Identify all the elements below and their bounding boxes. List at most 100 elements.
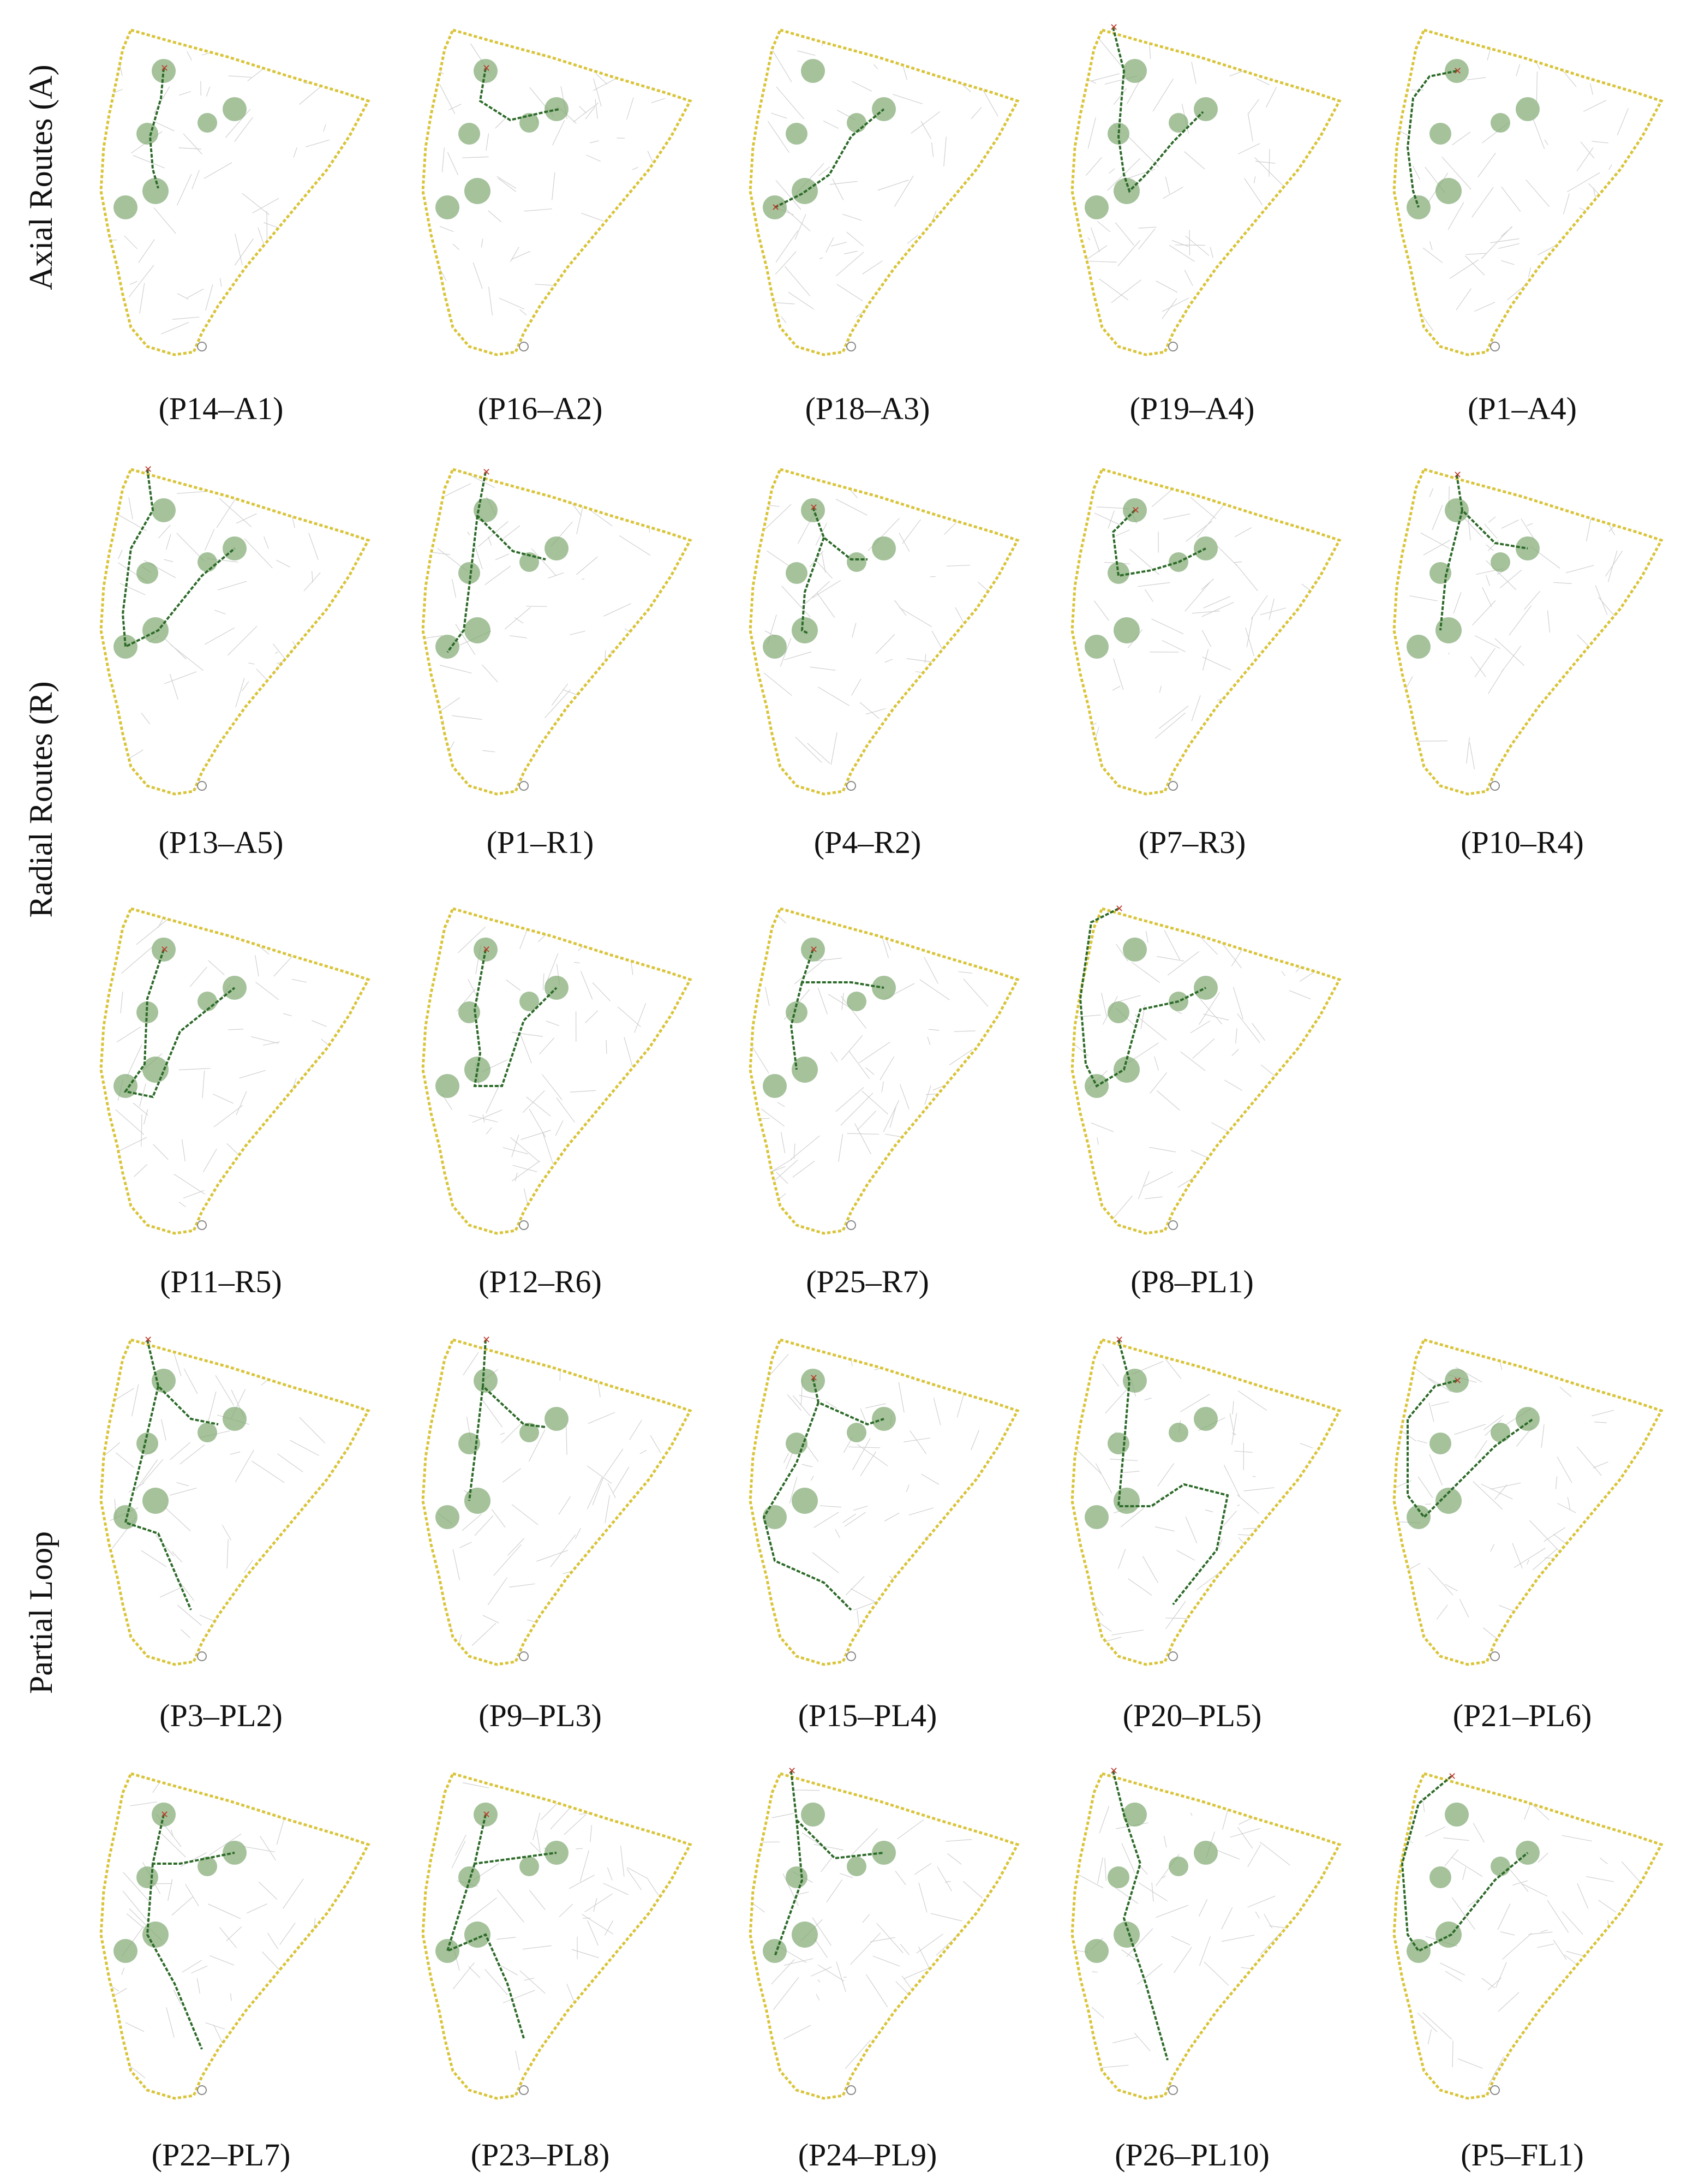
hotspot-circle <box>763 1074 787 1098</box>
district-boundary <box>749 1338 1020 1666</box>
north-arrow-icon <box>846 342 856 351</box>
street-network <box>101 480 333 778</box>
hotspot-circle <box>458 123 480 145</box>
hotspot-circle <box>519 1423 539 1442</box>
north-arrow-icon <box>1168 1220 1178 1230</box>
panel-caption: (P21–PL6) <box>1452 1698 1592 1733</box>
panel-caption: (P16–A2) <box>477 391 603 426</box>
hotspot-circle <box>786 1433 807 1454</box>
district-boundary <box>99 28 370 356</box>
hotspot-circle <box>142 1922 169 1948</box>
district-boundary <box>99 1771 370 2100</box>
route-start-marker: ✕ <box>160 1809 169 1821</box>
walking-route <box>123 949 236 1099</box>
hotspot-circle <box>792 1057 818 1083</box>
street-network <box>1394 1340 1638 1655</box>
hotspot-circle <box>1114 617 1140 643</box>
hotspot-circle <box>223 1407 247 1431</box>
street-network <box>423 473 669 763</box>
panel-caption: (P3–PL2) <box>159 1698 283 1733</box>
walking-route <box>1407 1380 1534 1519</box>
north-arrow-icon <box>1490 2085 1500 2095</box>
hotspot-circle <box>1429 1866 1451 1888</box>
hotspot-circle <box>435 1939 459 1963</box>
hotspot-circle <box>786 1001 807 1023</box>
district-map: ✕ <box>749 28 1020 356</box>
walking-route <box>446 472 546 653</box>
walking-route <box>1117 1339 1229 1606</box>
route-start-marker: ✕ <box>1453 469 1462 481</box>
hotspot-circle <box>1114 1488 1140 1514</box>
district-map: ✕ <box>1070 1334 1342 1666</box>
hotspot-circle <box>1108 1433 1129 1454</box>
district-boundary <box>99 906 370 1235</box>
row-label-radial: Radial Routes (R) <box>23 681 59 918</box>
hotspot-circle <box>136 1001 158 1023</box>
route-start-marker: ✕ <box>1115 903 1123 915</box>
hotspot-circle <box>792 1488 818 1514</box>
north-arrow-icon <box>846 781 856 791</box>
district-map: ✕ <box>1392 28 1664 356</box>
north-arrow-icon <box>519 342 529 351</box>
hotspot-circle <box>847 552 866 572</box>
district-boundary <box>1392 28 1664 356</box>
hotspot-circle <box>545 1407 569 1431</box>
hotspot-circle <box>142 617 169 643</box>
hotspot-circle <box>519 1857 539 1876</box>
hotspot-circle <box>136 1866 158 1888</box>
hotspot-circle <box>1491 552 1510 572</box>
route-start-marker: ✕ <box>144 464 152 475</box>
north-arrow-icon <box>197 342 207 351</box>
north-arrow-icon <box>1490 1651 1500 1661</box>
route-map-panel: ✕ <box>415 890 698 1239</box>
hotspot-circle <box>1114 1057 1140 1083</box>
hotspot-circle <box>1194 97 1218 121</box>
north-arrow-icon <box>1168 781 1178 791</box>
north-arrow-icon <box>1490 781 1500 791</box>
street-network <box>750 1777 1008 2077</box>
hotspot-circle <box>474 1369 498 1393</box>
walking-route <box>121 469 236 649</box>
panel-caption: (P1–A4) <box>1468 391 1577 426</box>
route-start-marker: ✕ <box>810 1373 818 1384</box>
hotspot-circle <box>1445 1803 1469 1827</box>
route-map-panel: ✕ <box>742 11 1026 360</box>
street-network <box>113 909 347 1209</box>
panel-caption: (P11–R5) <box>160 1264 282 1299</box>
panel-caption: (P13–A5) <box>158 825 284 860</box>
panel-caption: (P15–PL4) <box>798 1698 937 1733</box>
hotspot-circle <box>1491 1857 1510 1876</box>
hotspot-circle <box>792 1922 818 1948</box>
walking-route <box>1401 1775 1529 1953</box>
district-map: ✕ <box>1392 1771 1664 2100</box>
route-start-marker: ✕ <box>482 63 490 74</box>
hotspot-circle <box>198 1423 217 1442</box>
panel-caption: (P22–PL7) <box>151 2137 291 2173</box>
hotspot-circle <box>223 97 247 121</box>
hotspot-circle <box>1108 123 1129 145</box>
district-map: ✕ <box>421 906 692 1235</box>
district-map: ✕ <box>1070 467 1342 796</box>
district-boundary <box>1070 906 1342 1235</box>
route-map-panel: ✕ <box>1386 1321 1670 1670</box>
hotspot-circle <box>763 1505 787 1529</box>
walking-route <box>1406 70 1457 208</box>
hotspot-circle <box>1123 938 1147 962</box>
route-map-panel: ✕ <box>93 1321 376 1670</box>
hotspot-circle <box>763 1939 787 1963</box>
hotspot-circle <box>792 617 818 643</box>
route-map-panel: ✕ <box>93 11 376 360</box>
north-arrow-icon <box>1490 342 1500 351</box>
route-map-panel: ✕ <box>742 1755 1026 2104</box>
row-label-partial: Partial Loop <box>23 1531 59 1694</box>
district-boundary <box>1070 1771 1342 2100</box>
row-label-axial: Axial Routes (A) <box>23 64 59 290</box>
district-map: ✕ <box>99 464 370 796</box>
district-map: ✕ <box>99 1334 370 1666</box>
walking-route <box>1111 509 1206 577</box>
hotspot-circle <box>1085 635 1109 659</box>
hotspot-circle <box>1429 123 1451 145</box>
route-start-marker: ✕ <box>1115 1334 1123 1346</box>
north-arrow-icon <box>197 1651 207 1661</box>
panel-caption: (P12–R6) <box>478 1264 602 1299</box>
